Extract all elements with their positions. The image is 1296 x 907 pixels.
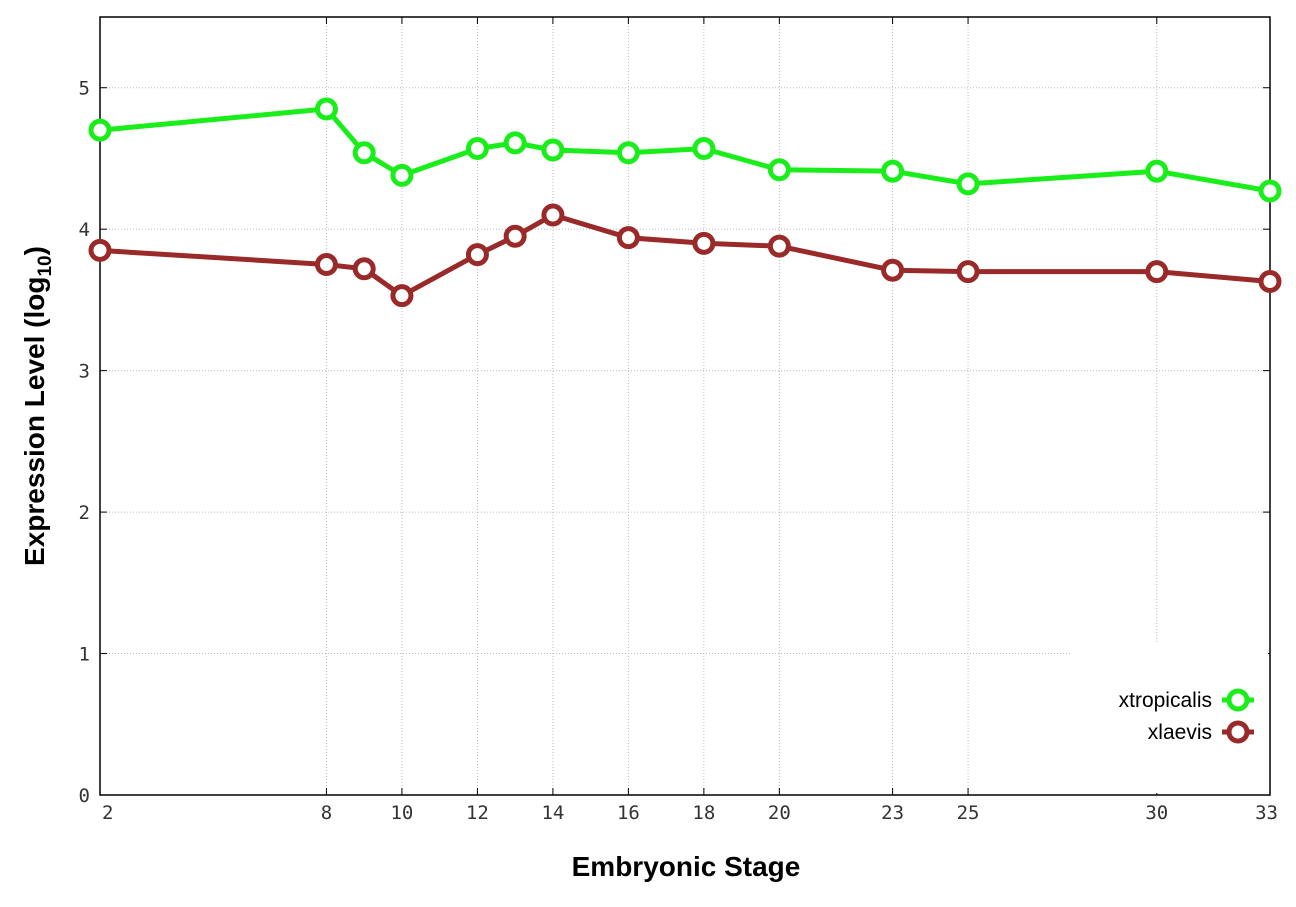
- x-tick-label: 16: [617, 802, 640, 824]
- data-point-xtropicalis: [503, 131, 527, 155]
- data-point-xlaevis: [503, 224, 527, 248]
- y-tick-label: 3: [79, 361, 90, 383]
- data-point-xtropicalis: [692, 137, 716, 161]
- legend-label-xlaevis: xlaevis: [1148, 721, 1212, 744]
- data-point-xlaevis: [692, 231, 716, 255]
- data-point-xlaevis: [390, 284, 414, 308]
- data-point-xtropicalis: [314, 97, 338, 121]
- legend-entry-xtropicalis: xtropicalis: [1119, 688, 1254, 712]
- data-point-xtropicalis: [767, 158, 791, 182]
- x-tick-label: 30: [1145, 802, 1168, 824]
- data-point-xlaevis: [352, 257, 376, 281]
- y-axis-title-subscript: 10: [35, 255, 56, 276]
- data-point-xtropicalis: [88, 118, 112, 142]
- x-tick-label: 18: [692, 802, 715, 824]
- data-point-xlaevis: [1145, 260, 1169, 284]
- x-tick-label: 10: [390, 802, 413, 824]
- series-line-xtropicalis: [99, 106, 1271, 194]
- data-point-xtropicalis: [956, 172, 980, 196]
- x-tick-label: 8: [321, 802, 332, 824]
- data-point-xlaevis: [616, 226, 640, 250]
- data-point-xtropicalis: [881, 159, 905, 183]
- data-point-xtropicalis: [616, 141, 640, 165]
- y-tick-label: 4: [79, 219, 90, 241]
- x-tick-label: 20: [768, 802, 791, 824]
- y-axis-title-main: Expression Level (log: [19, 277, 50, 566]
- data-point-xtropicalis: [1258, 179, 1282, 203]
- data-point-xlaevis: [541, 203, 565, 227]
- y-tick-label: 2: [79, 502, 90, 524]
- data-point-xtropicalis: [390, 163, 414, 187]
- series-layer: [88, 97, 1282, 308]
- data-point-xtropicalis: [541, 138, 565, 162]
- legend: xtropicalis xlaevis: [1072, 643, 1268, 793]
- data-point-xtropicalis: [1145, 159, 1169, 183]
- x-tick-label: 12: [466, 802, 489, 824]
- data-point-xlaevis: [881, 258, 905, 282]
- legend-background: [1072, 643, 1268, 793]
- data-point-xlaevis: [1258, 270, 1282, 294]
- data-point-xlaevis: [767, 234, 791, 258]
- x-tick-label: 2: [102, 802, 113, 824]
- y-tick-label: 1: [79, 644, 90, 666]
- legend-marker-xlaevis: [1226, 720, 1250, 744]
- data-point-xlaevis: [956, 260, 980, 284]
- y-axis-title-close: ): [19, 246, 50, 255]
- legend-entry-xlaevis: xlaevis: [1148, 720, 1254, 744]
- data-point-xtropicalis: [465, 137, 489, 161]
- x-tick-label: 25: [957, 802, 980, 824]
- data-point-xlaevis: [314, 253, 338, 277]
- data-point-xlaevis: [465, 243, 489, 267]
- x-axis-title: Embryonic Stage: [572, 851, 801, 882]
- x-tick-label: 23: [881, 802, 904, 824]
- legend-marker-xtropicalis: [1226, 688, 1250, 712]
- x-tick-label: 14: [541, 802, 564, 824]
- y-axis-title: Expression Level (log10): [19, 246, 56, 566]
- data-point-xtropicalis: [352, 141, 376, 165]
- y-tick-label: 0: [79, 785, 90, 807]
- plot-frame: [99, 16, 1271, 796]
- series-line-xlaevis: [99, 212, 1271, 299]
- y-tick-label: 5: [79, 78, 90, 100]
- data-point-xlaevis: [88, 238, 112, 262]
- x-tick-label: 33: [1255, 802, 1278, 824]
- legend-label-xtropicalis: xtropicalis: [1119, 689, 1212, 712]
